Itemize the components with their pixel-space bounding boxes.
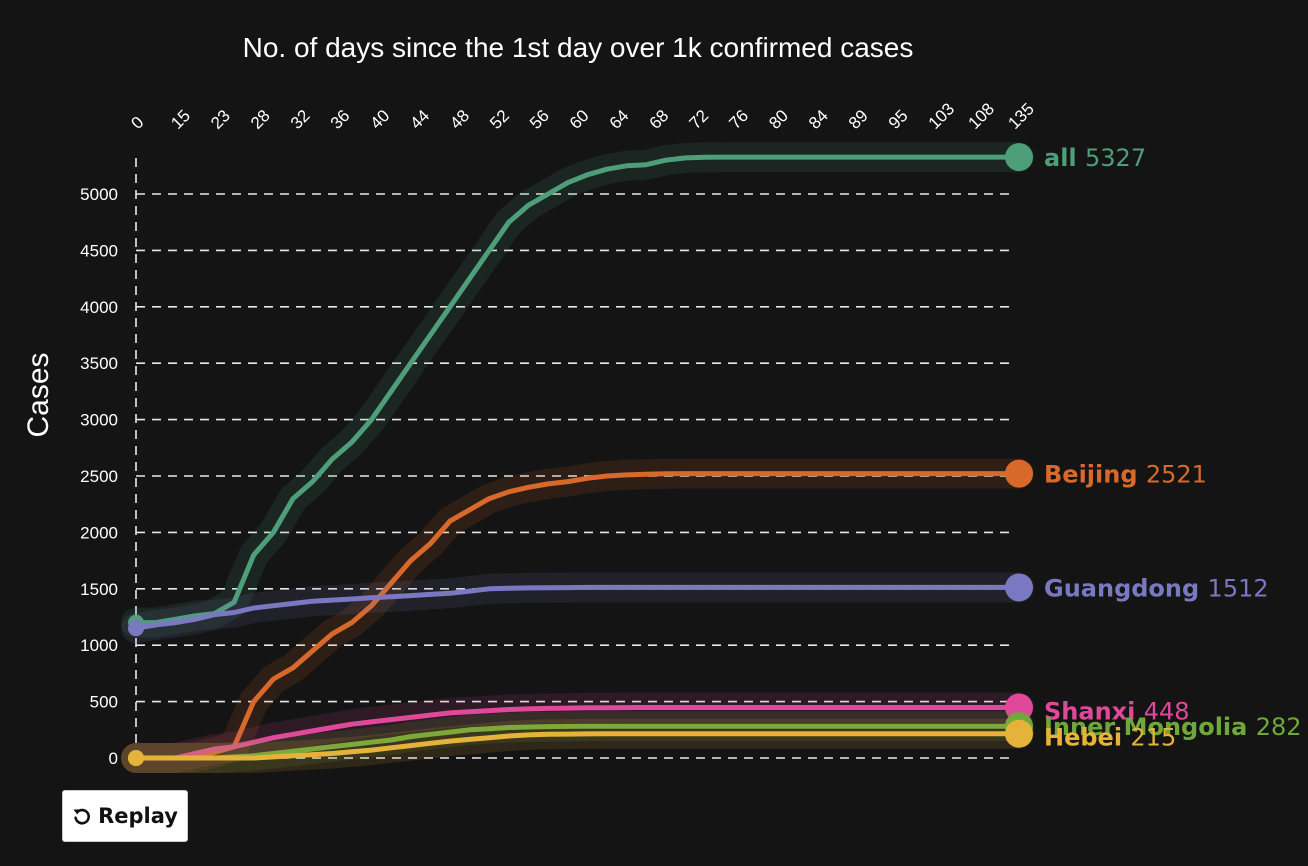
x-tick-label: 56 — [526, 106, 553, 133]
end-label-inner-mongolia: Inner Mongolia 282 — [1044, 713, 1302, 741]
x-tick-label: 52 — [486, 106, 513, 133]
end-label-shanxi: Shanxi 448 — [1044, 697, 1190, 725]
series-start-dot-guangdong — [128, 620, 144, 637]
x-tick-label: 64 — [606, 106, 633, 133]
replay-button[interactable]: Replay — [62, 790, 188, 842]
y-tick-label: 1500 — [80, 580, 118, 599]
x-tick-label: 32 — [287, 106, 314, 133]
end-label-value: 1512 — [1208, 574, 1269, 602]
x-tick-label: 23 — [207, 106, 234, 133]
series-glow-all — [121, 142, 1034, 638]
x-tick-label: 36 — [327, 106, 354, 133]
y-axis-label: Cases — [22, 352, 55, 437]
x-tick-label: 84 — [805, 106, 832, 133]
y-tick-label: 3500 — [80, 354, 118, 373]
y-tick-label: 2500 — [80, 467, 118, 486]
end-label-name: Beijing — [1044, 461, 1146, 489]
end-label-value: 448 — [1144, 697, 1190, 725]
series-line-inner-mongolia — [133, 723, 1022, 761]
end-label-all: all 5327 — [1044, 144, 1146, 172]
series-end-dot-all — [1005, 143, 1033, 172]
end-label-value: 215 — [1130, 724, 1176, 752]
x-tick-label: 60 — [566, 106, 593, 133]
x-tick-label: 15 — [167, 106, 194, 133]
series-line-all — [133, 154, 1022, 626]
x-axis-ticks: 0 15 23 28 32 36 40 44 48 52 56 60 64 68 72 76 80 84 89 95 1… — [127, 99, 1037, 132]
end-label-name: all — [1044, 144, 1085, 172]
series-lines — [121, 142, 1034, 773]
x-tick-label: 95 — [885, 106, 912, 133]
series-end-dot-guangdong — [1005, 573, 1033, 602]
end-label-beijing: Beijing 2521 — [1044, 461, 1207, 489]
series-line-shanxi — [133, 705, 1022, 761]
series-line-beijing — [133, 471, 1022, 761]
x-tick-label: 44 — [406, 106, 433, 133]
x-tick-label: 40 — [367, 106, 394, 133]
replay-label: Replay — [98, 804, 178, 828]
end-label-value: 2521 — [1146, 461, 1207, 489]
series-line-guangdong — [133, 584, 1022, 631]
end-label-value: 5327 — [1085, 144, 1146, 172]
y-tick-label: 0 — [109, 749, 118, 768]
x-tick-label: 135 — [1004, 99, 1037, 132]
y-tick-label: 2000 — [80, 523, 118, 542]
series-end-dot-hebei — [1005, 719, 1033, 748]
replay-icon — [72, 806, 92, 826]
end-label-value: 282 — [1256, 713, 1302, 741]
x-tick-label: 89 — [845, 106, 872, 133]
x-tick-label: 103 — [925, 99, 958, 132]
y-axis-ticks: 0 500 1000 1500 2000 2500 3000 3500 4000 4500 5000 — [80, 185, 118, 768]
x-tick-label: 80 — [765, 106, 792, 133]
end-label-guangdong: Guangdong 1512 — [1044, 574, 1269, 602]
end-label-name: Hebei — [1044, 724, 1130, 752]
x-tick-label: 108 — [965, 99, 998, 132]
x-tick-label: 28 — [247, 106, 274, 133]
y-tick-label: 1000 — [80, 636, 118, 655]
y-tick-label: 500 — [90, 693, 118, 712]
y-tick-label: 3000 — [80, 411, 118, 430]
x-tick-label: 72 — [685, 106, 712, 133]
y-tick-label: 4000 — [80, 298, 118, 317]
series-end-dot-beijing — [1005, 459, 1033, 488]
x-tick-label: 48 — [446, 106, 473, 133]
end-label-name: Guangdong — [1044, 574, 1208, 602]
series-line-hebei — [133, 731, 1022, 761]
chart-title: No. of days since the 1st day over 1k co… — [243, 32, 914, 63]
x-tick-label: 68 — [646, 106, 673, 133]
series-start-dot-hebei — [128, 750, 144, 766]
x-tick-label: 76 — [725, 106, 752, 133]
x-tick-label: 0 — [127, 113, 147, 133]
y-tick-label: 5000 — [80, 185, 118, 204]
end-label-name: Shanxi — [1044, 697, 1144, 725]
end-label-name: Inner Mongolia — [1044, 713, 1256, 741]
y-tick-label: 4500 — [80, 241, 118, 260]
end-label-hebei: Hebei 215 — [1044, 724, 1176, 752]
end-labels: all 5327 Beijing 2521 Guangdong 1512 Shanxi… — [1044, 144, 1302, 752]
